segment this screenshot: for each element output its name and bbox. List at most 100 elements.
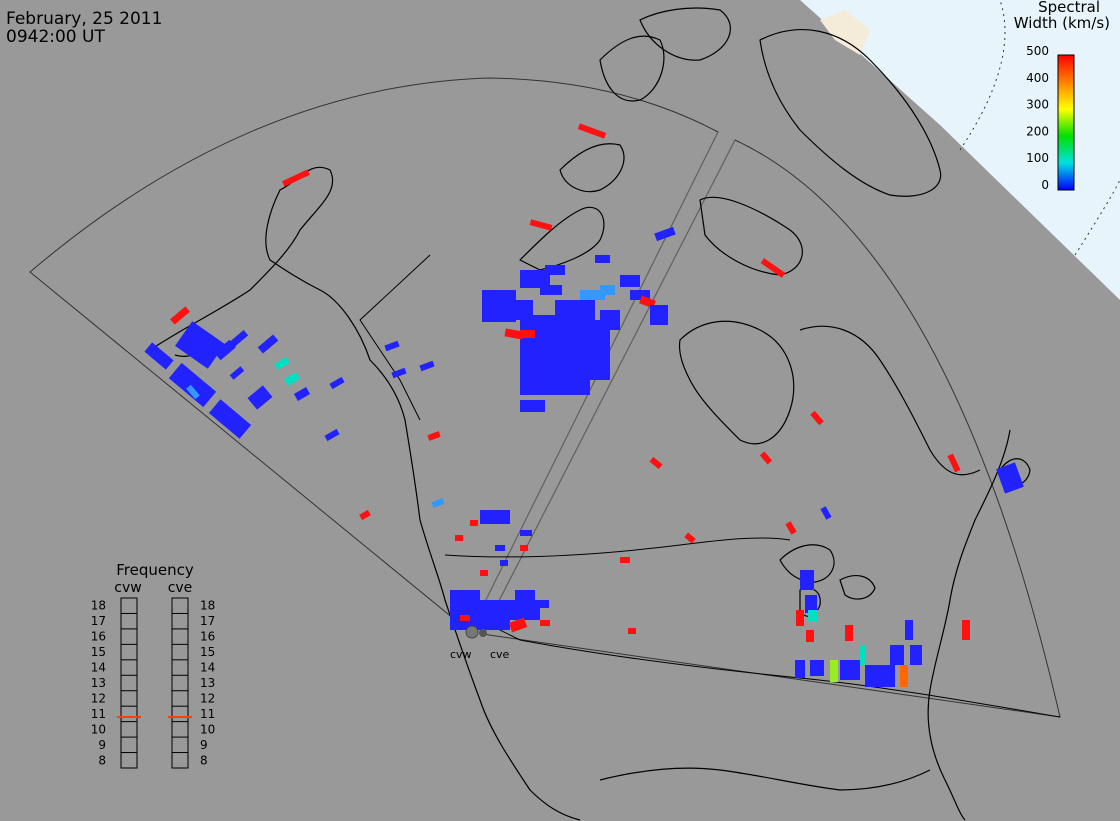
colorbar-title-line1: Spectral: [1038, 0, 1100, 16]
frequency-right-label: cve: [168, 580, 193, 596]
scatter-cell: [359, 509, 371, 521]
colorbar-tick-label: 500: [1026, 44, 1049, 58]
scatter-cell: [144, 342, 174, 370]
scatter-cell: [810, 410, 824, 426]
frequency-scale-left-label: 15: [91, 645, 106, 659]
frequency-scale-right-label: 10: [200, 722, 215, 736]
scatter-cell: [650, 305, 668, 325]
cvw-station-label: cvw: [450, 648, 472, 661]
frequency-scale-right-label: 16: [200, 630, 215, 644]
cve-fov-edge: [481, 139, 736, 635]
scatter-cell: [427, 431, 441, 441]
colorbar-ticks: 500 400 300 200 100 0: [1026, 44, 1049, 192]
scatter-cell: [274, 356, 290, 371]
scatter-cell: [577, 123, 607, 139]
scatter-cell: [168, 362, 217, 408]
scatter-cell: [860, 645, 866, 665]
frequency-scale-left-label: 16: [91, 630, 106, 644]
daylight-region: [800, 0, 1120, 300]
scatter-cell: [810, 660, 824, 676]
scatter-cell: [890, 645, 904, 665]
scatter-cell: [806, 630, 814, 642]
frequency-scale-right-label: 8: [200, 753, 208, 767]
scatter-cell: [759, 451, 773, 465]
frequency-scale-left-label: 12: [91, 691, 106, 705]
scatter-cell: [431, 498, 445, 508]
scatter-cell: [500, 560, 508, 566]
scatter-cell: [900, 665, 908, 687]
cvw-site-marker: [465, 625, 479, 639]
frequency-scale-right-label: 14: [200, 661, 215, 675]
scatter-cell: [600, 285, 615, 295]
scatter-cell: [947, 453, 961, 473]
scatter-cell: [628, 628, 636, 634]
frequency-scale-left-label: 18: [91, 599, 106, 613]
scatter-cell: [820, 506, 832, 520]
scatter-cell: [649, 456, 663, 470]
scatter-cell: [996, 462, 1024, 494]
scatter-cell: [175, 321, 225, 369]
frequency-scale-right-label: 18: [200, 599, 215, 613]
scatter-cell: [840, 660, 860, 680]
frequency-scale-left-label: 9: [98, 738, 106, 752]
scatter-cell: [620, 557, 630, 563]
frequency-scale-left-label: 17: [91, 614, 106, 628]
scatter-cell: [500, 600, 540, 620]
scatter-cell: [620, 275, 640, 287]
coastlines: [149, 7, 1031, 821]
latitude-circle-dotted-outer: [1074, 179, 1120, 256]
scatter-cell: [282, 169, 310, 187]
colorbar-title-line2: Width (km/s): [1014, 14, 1110, 32]
scatter-cell: [419, 360, 435, 372]
scatter-cell: [214, 339, 236, 361]
scatter-cell: [229, 366, 245, 380]
scatter-cell: [170, 306, 190, 325]
scatter-cell: [247, 385, 273, 410]
scatter-cell: [905, 620, 913, 640]
scatter-cell: [508, 617, 528, 633]
scatter-cell: [329, 376, 345, 390]
scatter-cell: [630, 290, 650, 300]
scatter-cell: [962, 620, 970, 640]
scatter-cell: [595, 255, 610, 263]
scatter-cell: [520, 400, 545, 412]
cvw-field-of-view: [29, 77, 719, 633]
frequency-scale-right-label: 11: [200, 707, 215, 721]
scatter-cell: [865, 665, 895, 687]
frequency-bar-cvw: [120, 597, 138, 769]
scatter-cell: [520, 530, 532, 536]
scatter-cell: [480, 510, 510, 524]
scatter-cell: [795, 660, 805, 678]
colorbar: Spectral Width (km/s) 500 400 300 200 100 0: [1014, 0, 1110, 192]
frequency-scale-left-label: 11: [91, 707, 106, 721]
cve-station-label: cve: [490, 648, 510, 661]
frequency-scale-right-label: 15: [200, 645, 215, 659]
scatter-cell: [229, 330, 249, 347]
frequency-scale-left-label: 8: [98, 753, 106, 767]
scatter-cell: [545, 265, 565, 275]
scatter-cells: [144, 123, 1024, 687]
scatter-cell: [257, 334, 279, 354]
scatter-cell: [520, 545, 528, 551]
scatter-cell: [830, 660, 838, 682]
scatter-cell: [384, 340, 400, 352]
scatter-cell: [845, 625, 853, 641]
scatter-cell: [535, 600, 549, 608]
frequency-bar-cve: [171, 597, 189, 769]
scatter-cell: [760, 258, 786, 278]
colorbar-tick-label: 200: [1026, 124, 1049, 138]
colorbar-tick-label: 300: [1026, 98, 1049, 112]
scatter-cell: [208, 399, 252, 439]
cvw-fov-edge: [469, 131, 719, 633]
scatter-cell: [480, 570, 488, 576]
colorbar-gradient: [1057, 54, 1075, 191]
scatter-cell: [186, 384, 200, 400]
scatter-cell: [495, 545, 505, 551]
frequency-title: Frequency: [116, 561, 194, 579]
time-label: 0942:00 UT: [6, 27, 105, 47]
scatter-cell: [540, 620, 550, 626]
